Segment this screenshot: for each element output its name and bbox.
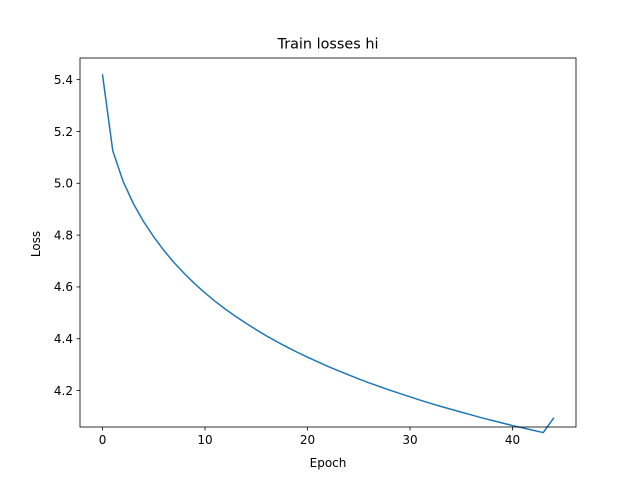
y-tick-label: 5.0 [54,177,73,191]
y-axis-label: Loss [29,231,43,257]
y-tick-label: 4.2 [54,384,73,398]
axes-frame [79,57,577,428]
plot-area: 0 10 20 30 40 4.2 4.4 4.6 4.8 5.0 5.2 5.4 [54,57,577,447]
y-tick-label: 4.8 [54,228,73,242]
x-tick-label: 10 [197,433,212,447]
x-tick-label: 0 [99,433,107,447]
series-line-0 [101,74,555,434]
chart-title: Train losses hi [277,37,379,53]
y-tick-label: 4.4 [54,332,73,346]
x-tick-label: 20 [300,433,315,447]
x-axis-label: Epoch [310,456,347,470]
y-tick-label: 4.6 [54,280,73,294]
y-tick-label: 5.2 [54,125,73,139]
y-tick-label: 5.4 [54,73,73,87]
x-tick-label: 40 [505,433,520,447]
x-tick-label: 30 [402,433,417,447]
